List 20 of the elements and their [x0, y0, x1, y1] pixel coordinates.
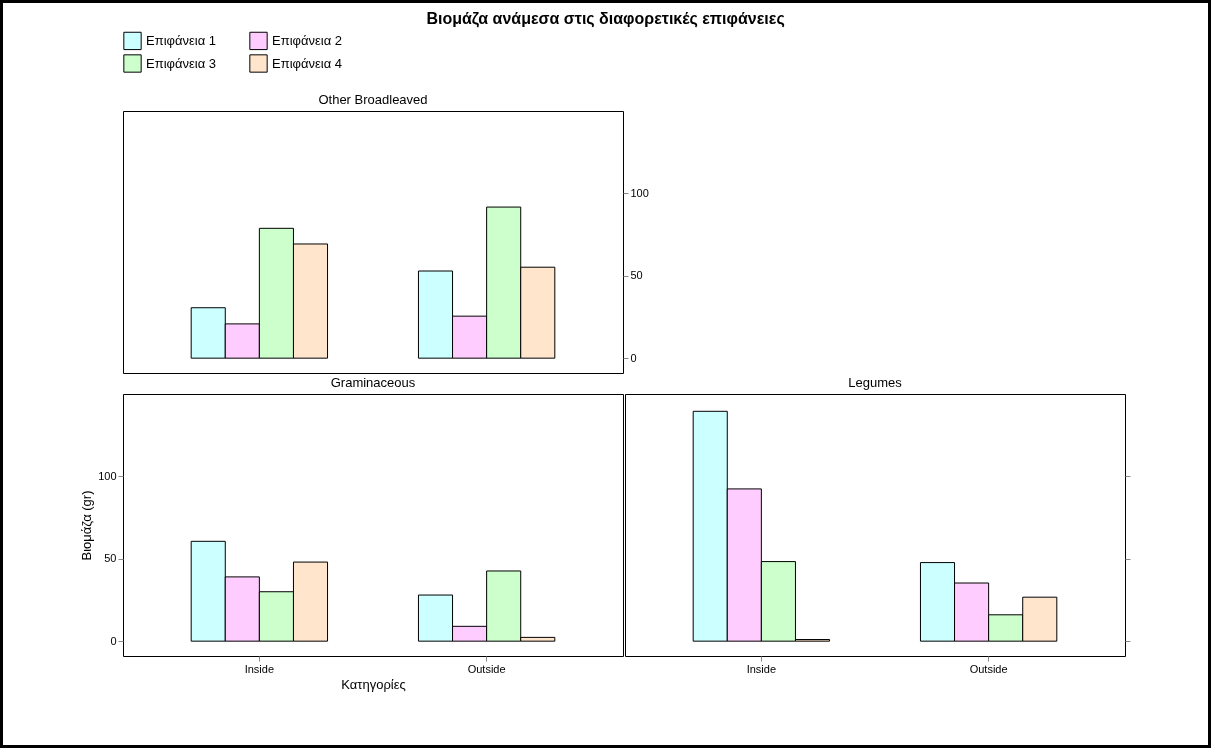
- legend-label: Επιφάνεια 1: [146, 32, 217, 48]
- text: Βιομάζα ανάμεσα στις διαφορετικές επιφάνειες: [426, 10, 785, 28]
- y-tick-label: 0: [630, 351, 637, 364]
- x-tick-label: Outside: [467, 662, 506, 675]
- x-axis-title: Κατηγορίες: [341, 676, 406, 692]
- y-tick-label: 100: [98, 469, 117, 482]
- y-tick-label: 50: [104, 552, 117, 565]
- chart-title: Other Broadleaved: [318, 92, 428, 107]
- chart-title: Legumes: [848, 375, 903, 390]
- chart-title: Graminaceous: [330, 375, 416, 390]
- y-tick-label: 100: [630, 186, 649, 199]
- legend-label: Επιφάνεια 4: [272, 55, 343, 71]
- y-axis-title: Βιομάζα (gr): [79, 490, 95, 561]
- x-tick-label: Inside: [746, 662, 777, 675]
- y-tick-label: 50: [630, 269, 643, 282]
- x-tick-label: Outside: [969, 662, 1008, 675]
- legend-label: Επιφάνεια 2: [272, 32, 343, 48]
- y-tick-label: 0: [110, 634, 117, 647]
- legend-label: Επιφάνεια 3: [146, 55, 217, 71]
- x-tick-label: Inside: [244, 662, 275, 675]
